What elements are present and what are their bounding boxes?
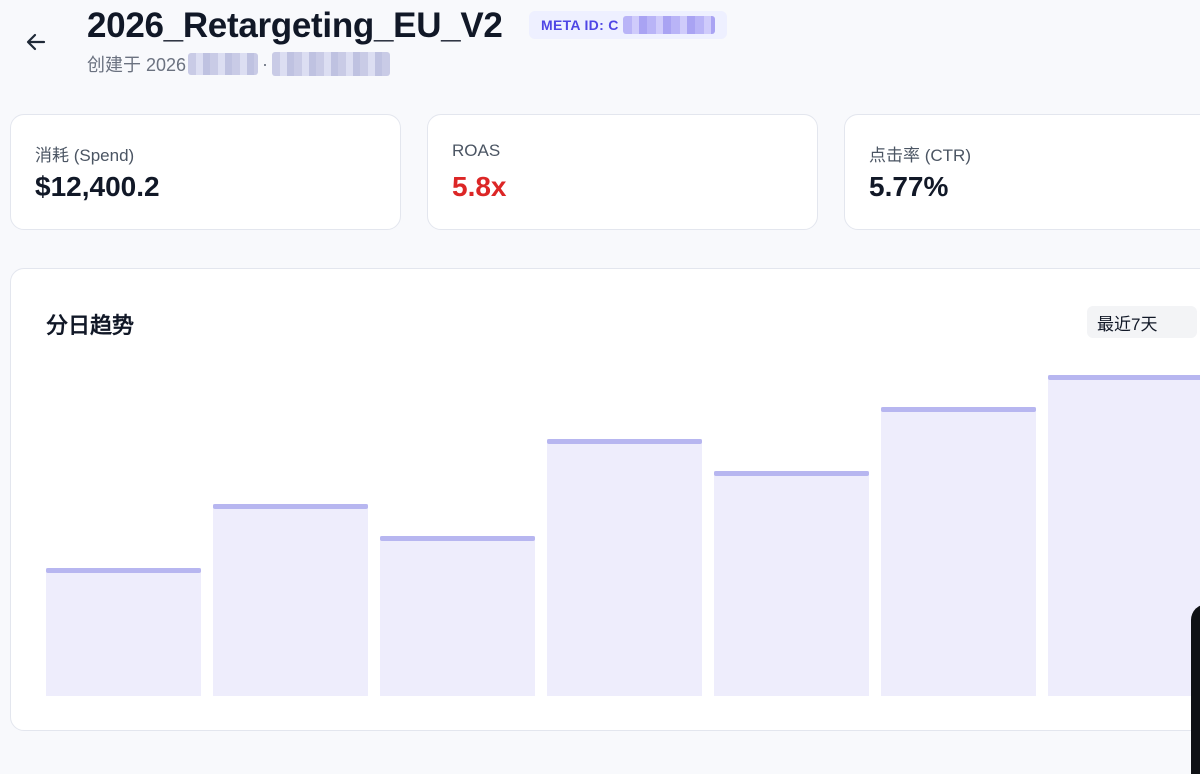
spend-card: 消耗 (Spend) $12,400.2 <box>10 114 401 230</box>
ctr-label: 点击率 (CTR) <box>869 146 971 165</box>
bar-cap <box>881 407 1036 412</box>
daily-trend-panel: 分日趋势 最近7天 <box>10 268 1200 731</box>
bar-5 <box>714 471 869 696</box>
bar-body <box>46 568 201 696</box>
bar-cap <box>1048 375 1200 380</box>
page-title: 2026_Retargeting_EU_V2 <box>87 6 503 45</box>
bar-body <box>714 471 869 696</box>
bar-body <box>547 439 702 696</box>
bar-1 <box>46 568 201 696</box>
spend-value: $12,400.2 <box>35 171 160 202</box>
date-range-select[interactable]: 最近7天 <box>1087 306 1198 338</box>
bar-cap <box>714 471 869 476</box>
meta-id-badge: META ID: C <box>529 11 727 39</box>
bar-body <box>380 536 535 696</box>
bar-4 <box>547 439 702 696</box>
ctr-value: 5.77% <box>869 171 949 202</box>
spend-label: 消耗 (Spend) <box>35 146 135 165</box>
date-range-value: 最近7天 <box>1097 314 1158 334</box>
bar-body <box>1048 375 1200 696</box>
roas-card: ROAS 5.8x <box>427 114 818 230</box>
bar-7 <box>1048 375 1200 696</box>
bar-2 <box>213 504 368 696</box>
created-separator: · <box>262 53 269 74</box>
chart-title: 分日趋势 <box>46 313 135 338</box>
daily-trend-bar-chart <box>46 375 1200 696</box>
bar-body <box>213 504 368 696</box>
roas-value: 5.8x <box>452 171 507 202</box>
created-date-redacted <box>188 53 259 75</box>
arrow-left-icon <box>26 33 46 51</box>
bar-cap <box>380 536 535 541</box>
created-by-redacted <box>272 52 391 76</box>
created-prefix: 创建于 2026 <box>87 55 187 75</box>
bar-cap <box>213 504 368 509</box>
bar-body <box>881 407 1036 696</box>
roas-label: ROAS <box>452 141 501 160</box>
bar-cap <box>46 568 201 573</box>
created-info: 创建于 2026 · <box>87 51 391 77</box>
bar-6 <box>881 407 1036 696</box>
meta-id-redacted <box>622 16 715 34</box>
bar-cap <box>547 439 702 444</box>
back-button[interactable] <box>18 24 54 60</box>
ctr-card: 点击率 (CTR) 5.77% <box>844 114 1200 230</box>
meta-id-label: META ID: C <box>541 17 619 33</box>
device-edge <box>1191 604 1200 774</box>
bar-3 <box>380 536 535 696</box>
